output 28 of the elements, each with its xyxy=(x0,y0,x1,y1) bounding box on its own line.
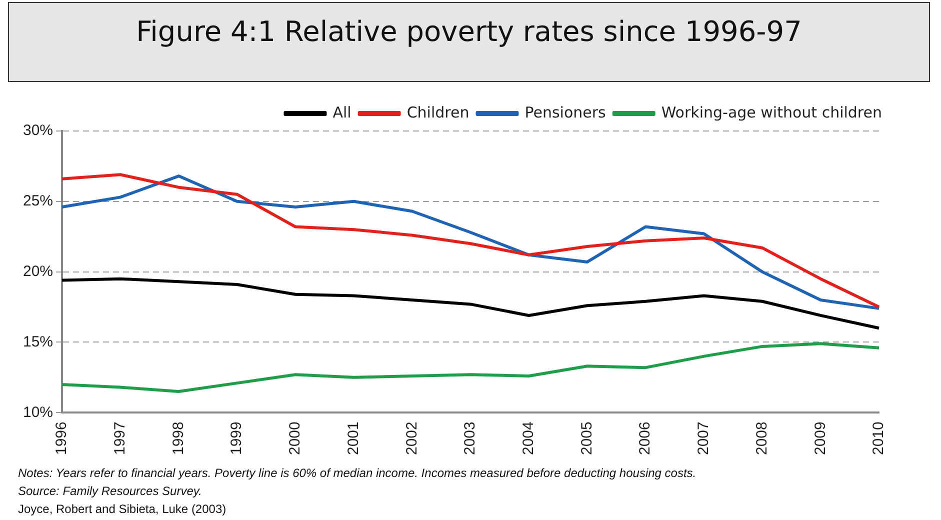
x-tick-label: 1998 xyxy=(170,422,187,456)
x-tick-label: 2010 xyxy=(870,422,888,456)
y-tick-label: 25% xyxy=(22,192,54,210)
y-tick-label: 10% xyxy=(22,404,54,421)
x-tick-label: 1996 xyxy=(53,422,70,456)
text: Joyce, Robert and Sibieta, Luke (2003) xyxy=(18,501,228,518)
x-tick-label: 2008 xyxy=(753,422,770,456)
text: Notes: Years refer to financial years. Poverty line is 60% of median income. Incomes measured before deducting housing costs. xyxy=(18,465,696,482)
x-tick-label: 2007 xyxy=(695,422,712,456)
x-tick-label: 1997 xyxy=(112,422,129,456)
legend-label: All xyxy=(332,103,352,122)
x-tick-label: 2000 xyxy=(286,422,304,456)
x-tick-label: 2003 xyxy=(462,422,479,456)
y-tick-label: 15% xyxy=(22,333,54,350)
x-tick-label: 1999 xyxy=(228,422,246,456)
legend-label: Pensioners xyxy=(524,103,606,122)
y-tick-label: 30% xyxy=(22,122,54,140)
legend-label: Working-age without children xyxy=(661,103,882,122)
source-note: Source: Family Resources Survey. xyxy=(18,483,203,500)
x-tick-label: 2009 xyxy=(812,422,829,456)
x-tick-label: 2005 xyxy=(578,422,596,456)
x-tick-label: 2006 xyxy=(636,422,654,456)
x-tick-label: 2001 xyxy=(344,422,362,456)
x-tick-label: 2002 xyxy=(403,422,420,456)
y-tick-label: 20% xyxy=(22,262,54,280)
chart-title: Figure 4:1 Relative poverty rates since 1996-97 xyxy=(8,2,930,82)
x-tick-label: 2004 xyxy=(520,422,538,456)
legend-label: Children xyxy=(406,103,470,122)
